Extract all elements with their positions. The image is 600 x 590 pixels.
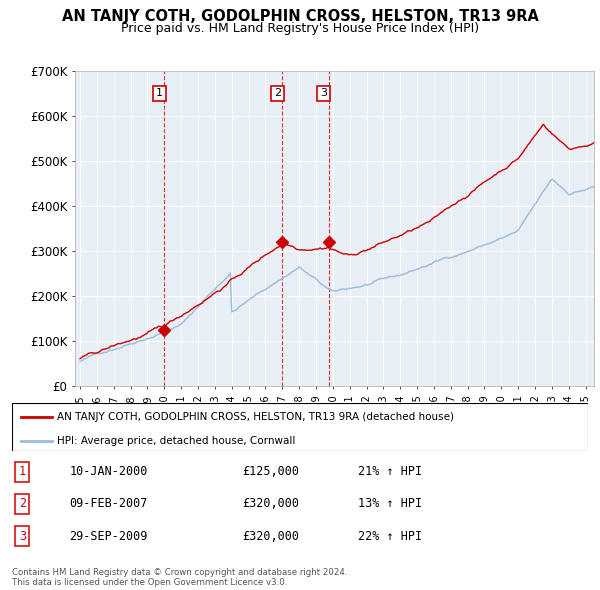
- Text: HPI: Average price, detached house, Cornwall: HPI: Average price, detached house, Corn…: [57, 435, 295, 445]
- Text: Price paid vs. HM Land Registry's House Price Index (HPI): Price paid vs. HM Land Registry's House …: [121, 22, 479, 35]
- Text: £125,000: £125,000: [242, 466, 299, 478]
- Text: 22% ↑ HPI: 22% ↑ HPI: [358, 530, 422, 543]
- Text: AN TANJY COTH, GODOLPHIN CROSS, HELSTON, TR13 9RA (detached house): AN TANJY COTH, GODOLPHIN CROSS, HELSTON,…: [57, 411, 454, 421]
- Text: 21% ↑ HPI: 21% ↑ HPI: [358, 466, 422, 478]
- Text: 13% ↑ HPI: 13% ↑ HPI: [358, 497, 422, 510]
- Text: 3: 3: [320, 88, 327, 99]
- Text: 1: 1: [156, 88, 163, 99]
- Text: 10-JAN-2000: 10-JAN-2000: [70, 466, 148, 478]
- Text: 3: 3: [19, 530, 26, 543]
- Text: Contains HM Land Registry data © Crown copyright and database right 2024.
This d: Contains HM Land Registry data © Crown c…: [12, 568, 347, 587]
- Text: 2: 2: [19, 497, 26, 510]
- Text: AN TANJY COTH, GODOLPHIN CROSS, HELSTON, TR13 9RA: AN TANJY COTH, GODOLPHIN CROSS, HELSTON,…: [62, 9, 538, 24]
- Text: 2: 2: [274, 88, 281, 99]
- Text: 29-SEP-2009: 29-SEP-2009: [70, 530, 148, 543]
- Text: 09-FEB-2007: 09-FEB-2007: [70, 497, 148, 510]
- Text: 1: 1: [19, 466, 26, 478]
- Text: £320,000: £320,000: [242, 497, 299, 510]
- Text: £320,000: £320,000: [242, 530, 299, 543]
